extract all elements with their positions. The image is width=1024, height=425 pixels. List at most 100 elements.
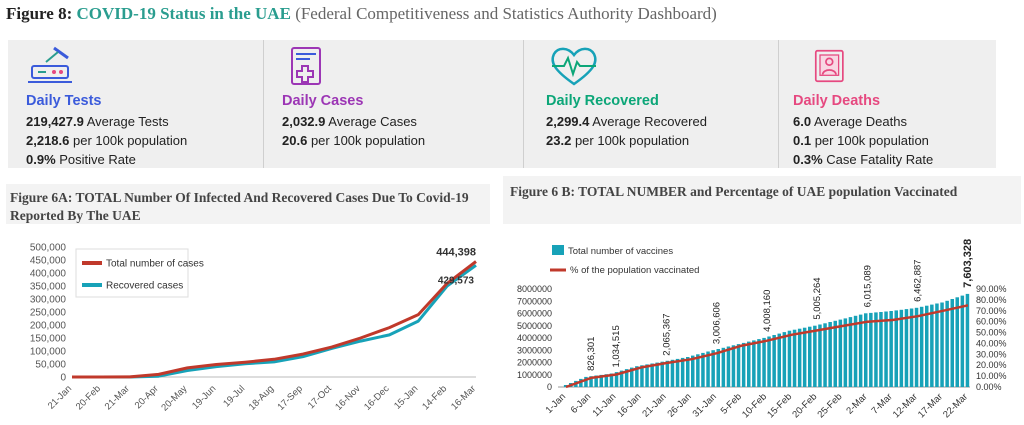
kpi-value: 23.2 <box>546 133 572 148</box>
x-tick-label: 14-Feb <box>420 383 449 412</box>
vaccine-bar <box>848 317 853 387</box>
kpi-text: Average Tests <box>86 114 169 129</box>
vaccine-bar <box>955 297 959 387</box>
x-tick-label: 21-Jan <box>640 391 668 419</box>
vaccine-bar <box>787 330 792 387</box>
vaccine-bar <box>823 323 827 387</box>
figure-title: Figure 8: COVID-19 Status in the UAE (Fe… <box>6 4 717 24</box>
kpi-text: Average Recovered <box>592 114 707 129</box>
data-label: 826,301 <box>586 337 597 371</box>
y2-tick-label: 40.00% <box>976 338 1007 348</box>
vaccine-bar <box>889 311 893 387</box>
kpi-line: 6.0 Average Deaths <box>793 114 907 129</box>
data-label: 6,462,887 <box>913 260 924 302</box>
vaccine-bar <box>686 357 690 387</box>
kpi-text: Average Cases <box>328 114 417 129</box>
vaccine-bar <box>843 318 848 387</box>
x-tick-label: 6-Jan <box>569 391 594 416</box>
x-tick-label: 20-Feb <box>74 383 103 412</box>
kpi-summary-bar: Daily Tests 219,427.9 Average Tests 2,21… <box>8 40 996 168</box>
y2-tick-label: 30.00% <box>976 349 1007 359</box>
chart-b-bar-line-chart: 0 1000000 2000000 3000000 4000000 5000000 6000… <box>517 239 1007 420</box>
vaccine-bar <box>721 347 726 387</box>
x-tick-label: 21-Mar <box>103 383 132 412</box>
y2-tick-label: 70.00% <box>976 306 1007 316</box>
kpi-card-daily-cases: Daily Cases 2,032.9 Average Cases 20.6 p… <box>264 40 523 168</box>
vaccine-bar <box>792 329 797 387</box>
vaccine-bar <box>930 304 934 387</box>
y-tick-label: 300,000 <box>30 295 67 306</box>
vaccine-bar <box>884 311 888 387</box>
data-label: 429,573 <box>438 275 475 286</box>
kpi-line: 0.9% Positive Rate <box>26 152 136 167</box>
data-label: 4,008,160 <box>762 290 773 332</box>
kpi-line: 2,032.9 Average Cases <box>282 114 417 129</box>
percent-line <box>565 304 969 389</box>
legend-box <box>75 248 189 298</box>
x-tick-label: 11-Jan <box>591 391 619 419</box>
legend-swatch <box>552 245 564 255</box>
kpi-value: 20.6 <box>282 133 308 148</box>
vaccine-bar <box>599 374 603 387</box>
y-tick-label: 250,000 <box>30 308 67 319</box>
vaccine-bar <box>584 376 588 387</box>
kpi-text: per 100k population <box>574 133 690 148</box>
data-label: 444,398 <box>436 246 476 258</box>
kpi-line: 2,299.4 Average Recovered <box>546 114 707 129</box>
kpi-card-daily-tests: Daily Tests 219,427.9 Average Tests 2,21… <box>8 40 263 168</box>
vaccine-bar <box>630 367 634 387</box>
y-tick-label: 6000000 <box>517 309 552 319</box>
vaccine-bar <box>879 312 883 387</box>
kpi-card-daily-recovered: Daily Recovered 2,299.4 Average Recovere… <box>524 40 778 168</box>
data-label: 7,603,328 <box>962 239 974 288</box>
vaccine-bar <box>919 306 924 387</box>
legend-label: Total number of vaccines <box>568 246 673 257</box>
kpi-text: Average Deaths <box>813 114 907 129</box>
data-label: 2,065,367 <box>662 313 673 355</box>
chart-a-title-box <box>6 184 490 224</box>
x-tick-label: 17-Oct <box>306 383 334 411</box>
y2-tick-label: 90.00% <box>976 284 1007 294</box>
vaccine-bar <box>945 300 949 387</box>
kpi-value: 0.1 <box>793 133 812 148</box>
kpi-value: 0.9% <box>26 152 56 167</box>
vaccine-bar <box>614 372 619 387</box>
vaccine-bar <box>909 308 914 387</box>
figure-lead: Figure 8: <box>6 4 73 23</box>
vaccine-bar <box>609 373 614 387</box>
kpi-text: Positive Rate <box>59 152 136 167</box>
vaccine-bar <box>665 360 670 387</box>
vaccine-bar <box>762 337 766 387</box>
x-tick-label: 25-Feb <box>815 391 844 420</box>
vaccine-bar <box>874 312 878 387</box>
vaccine-bar <box>864 313 868 387</box>
y2-tick-label: 80.00% <box>976 295 1007 305</box>
x-tick-label: 15-Jan <box>392 383 420 411</box>
kpi-title: Daily Cases <box>282 93 364 109</box>
vaccine-bar <box>579 378 583 387</box>
vaccine-bar <box>706 351 710 387</box>
heartbeat-icon <box>551 47 597 86</box>
kpi-value: 2,299.4 <box>546 114 590 129</box>
vaccine-bar <box>670 359 675 387</box>
vaccine-bar <box>802 327 807 387</box>
kpi-text: per 100k population <box>73 133 188 148</box>
kpi-value: 2,218.6 <box>26 133 70 148</box>
x-tick-label: 10-Feb <box>740 391 769 420</box>
y2-tick-label: 50.00% <box>976 328 1007 338</box>
vaccine-bar <box>691 355 695 387</box>
kpi-text: per 100k population <box>310 133 426 148</box>
y-tick-label: 4000000 <box>517 333 552 343</box>
x-tick-label: 19-Jun <box>190 383 218 411</box>
vaccine-bar <box>818 324 822 387</box>
y-tick-label: 400,000 <box>30 269 67 280</box>
y2-tick-label: 0.00% <box>976 382 1002 392</box>
vaccine-bar <box>858 314 863 387</box>
y-tick-label: 7000000 <box>517 296 552 306</box>
vaccine-bar <box>650 363 654 387</box>
vaccine-bar <box>899 309 904 387</box>
vaccine-bar <box>741 342 746 387</box>
vaccine-bar <box>701 352 705 387</box>
vaccine-bar <box>838 319 843 387</box>
kpi-line: 0.1 per 100k population <box>793 133 929 148</box>
